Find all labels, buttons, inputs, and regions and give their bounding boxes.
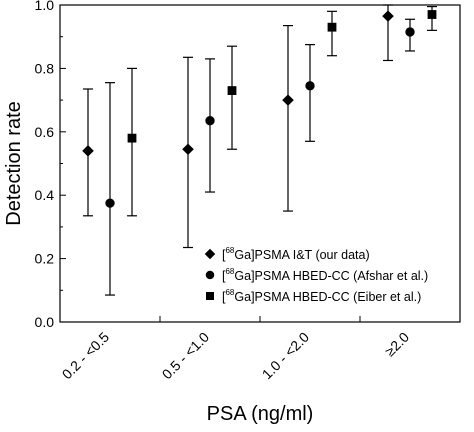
legend-marker bbox=[204, 248, 216, 260]
data-point bbox=[282, 94, 294, 106]
legend-entry: [68Ga]PSMA I&T (our data) bbox=[222, 246, 370, 262]
x-tick-label: 0.2 - <0.5 bbox=[59, 329, 113, 383]
data-marks bbox=[82, 4, 437, 296]
data-point bbox=[182, 143, 194, 156]
legend: [68Ga]PSMA I&T (our data) [68Ga]PSMA HBED… bbox=[204, 246, 428, 304]
y-tick-label: 0.8 bbox=[35, 60, 55, 76]
data-point bbox=[227, 86, 237, 95]
x-tick-label: 0.5 - <1.0 bbox=[159, 329, 213, 383]
legend-marker bbox=[205, 270, 215, 280]
legend-entry: [68Ga]PSMA HBED-CC (Eiber et al.) bbox=[222, 288, 421, 304]
data-point bbox=[105, 198, 115, 208]
x-tick-label: ≥2.0 bbox=[382, 329, 413, 360]
data-point bbox=[305, 81, 315, 91]
legend-entry: [68Ga]PSMA HBED-CC (Afshar et al.) bbox=[222, 267, 428, 283]
y-axis-title: Detection rate bbox=[3, 101, 25, 226]
data-point bbox=[127, 133, 137, 143]
x-axis-title: PSA (ng/ml) bbox=[207, 403, 314, 425]
y-tick-label: 0.2 bbox=[35, 251, 55, 267]
legend-marker bbox=[206, 292, 214, 300]
y-tick-label: 0.0 bbox=[35, 314, 55, 330]
data-point bbox=[205, 116, 215, 126]
data-point bbox=[427, 10, 437, 19]
x-tick-label: 1.0 - <2.0 bbox=[259, 329, 313, 383]
y-tick-label: 0.6 bbox=[35, 124, 55, 140]
data-point bbox=[405, 27, 415, 37]
ticks: 0.0 0.2 0.4 0.6 0.8 1.0 0.2 - <0.5 0.5 - <1.0 1.… bbox=[35, 0, 461, 383]
y-tick-label: 1.0 bbox=[35, 0, 55, 13]
data-point bbox=[382, 10, 394, 22]
y-tick-label: 0.4 bbox=[35, 187, 55, 203]
data-point bbox=[82, 145, 94, 157]
data-point bbox=[327, 22, 337, 32]
